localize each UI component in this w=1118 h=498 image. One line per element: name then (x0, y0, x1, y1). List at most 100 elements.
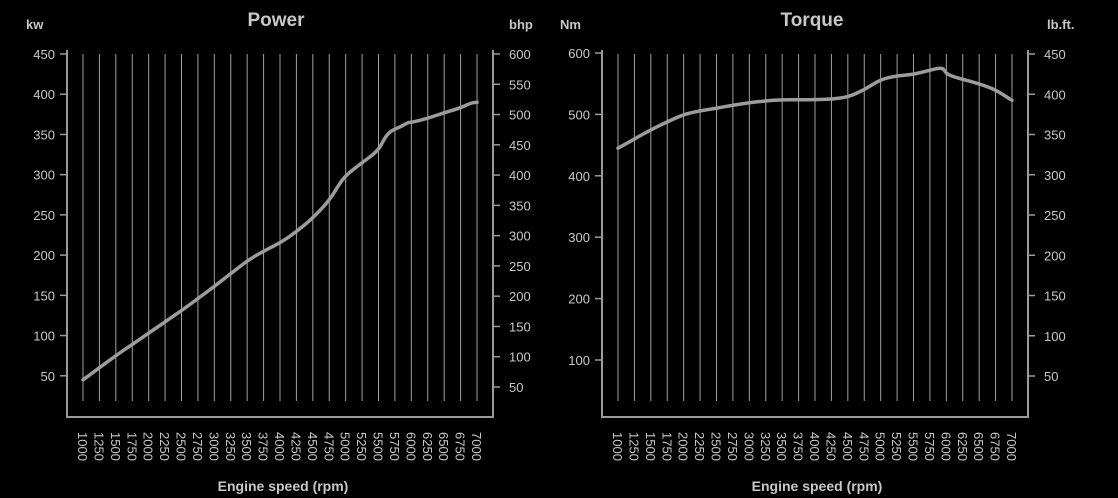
torque-x-tick-label: 2250 (692, 432, 707, 461)
power-y-right-tick-label: 450 (509, 138, 531, 153)
torque-y-left-tick-label: 300 (568, 230, 590, 245)
power-y-right-tick-label: 150 (509, 319, 531, 334)
power-x-tick-label: 1250 (91, 432, 106, 461)
torque-y-left-tick-label: 100 (568, 353, 590, 368)
power-y-right-tick-label: 600 (509, 47, 531, 62)
torque-y-right-tick-label: 350 (1044, 128, 1066, 143)
torque-y-right-tick-label: 150 (1044, 289, 1066, 304)
torque-x-tick-label: 5000 (873, 432, 888, 461)
torque-series-line (616, 66, 1014, 150)
power-x-tick-label: 6500 (436, 432, 451, 461)
torque-y-right-tick-label: 450 (1044, 47, 1066, 62)
power-y-right-tick-label: 400 (509, 168, 531, 183)
torque-y-right-tick-label: 50 (1044, 369, 1058, 384)
power-y-left-tick-label: 150 (33, 288, 55, 303)
power-x-tick-label: 1750 (124, 432, 139, 461)
power-y-left-tick-label: 50 (41, 369, 55, 384)
power-x-tick-label: 5000 (338, 432, 353, 461)
torque-x-tick-label: 5750 (922, 432, 937, 461)
torque-title: Torque (781, 10, 844, 31)
power-series-line (81, 100, 479, 382)
power-x-tick-label: 3500 (239, 432, 254, 461)
power-y-left-tick-label: 350 (33, 127, 55, 142)
power-x-tick-label: 2250 (157, 432, 172, 461)
torque-y-left-unit: Nm (560, 17, 581, 32)
power-y-left-tick-label: 250 (33, 208, 55, 223)
power-x-tick-label: 1500 (108, 432, 123, 461)
torque-y-right-tick-label: 300 (1044, 168, 1066, 183)
torque-y-right-unit: lb.ft. (1047, 17, 1074, 32)
torque-y-right-tick-label: 200 (1044, 248, 1066, 263)
power-y-right-unit: bhp (509, 17, 533, 32)
power-y-right-tick-label: 50 (509, 380, 523, 395)
power-y-right-tick-label: 350 (509, 198, 531, 213)
torque-y-left-tick-label: 400 (568, 169, 590, 184)
torque-x-tick-label: 1750 (659, 432, 674, 461)
torque-x-tick-label: 4000 (807, 432, 822, 461)
torque-x-tick-label: 2500 (709, 432, 724, 461)
torque-x-tick-label: 6750 (988, 432, 1003, 461)
torque-x-tick-label: 3250 (758, 432, 773, 461)
torque-x-tick-label: 3500 (774, 432, 789, 461)
power-x-tick-label: 3750 (256, 432, 271, 461)
power-x-tick-label: 4000 (272, 432, 287, 461)
torque-x-tick-label: 4500 (840, 432, 855, 461)
torque-x-tick-label: 7000 (1004, 432, 1019, 461)
torque-x-tick-label: 4750 (856, 432, 871, 461)
torque-axis-frame (601, 50, 1029, 418)
torque-y-right-tick-label: 100 (1044, 329, 1066, 344)
torque-y-left-tick-label: 200 (568, 292, 590, 307)
torque-chart: Torque Nm lb.ft. Engine speed (rpm) 100 2… (560, 10, 1074, 494)
power-x-tick-label: 6250 (420, 432, 435, 461)
power-y-left-tick-label: 450 (33, 47, 55, 62)
power-y-right-tick-label: 200 (509, 289, 531, 304)
power-y-right-tick-label: 250 (509, 259, 531, 274)
torque-x-tick-label: 2750 (725, 432, 740, 461)
power-x-tick-label: 2500 (174, 432, 189, 461)
power-y-left-unit: kw (26, 17, 44, 32)
torque-x-tick-label: 1250 (626, 432, 641, 461)
torque-plot-area: 100 200 300 400 500 600 50 100 150 200 250 300 350 40… (568, 46, 1065, 461)
torque-x-tick-label: 3750 (791, 432, 806, 461)
power-x-axis-label: Engine speed (rpm) (218, 478, 349, 494)
torque-x-tick-label: 1000 (610, 432, 625, 461)
torque-x-tick-label: 1500 (643, 432, 658, 461)
power-x-tick-label: 3250 (223, 432, 238, 461)
torque-x-tick-label: 4250 (823, 432, 838, 461)
torque-x-tick-label: 6500 (971, 432, 986, 461)
torque-y-left-tick-label: 500 (568, 107, 590, 122)
power-x-tick-label: 2000 (141, 432, 156, 461)
power-x-tick-label: 5250 (354, 432, 369, 461)
torque-x-tick-label: 6000 (938, 432, 953, 461)
power-x-tick-label: 5500 (371, 432, 386, 461)
power-y-right-tick-label: 550 (509, 77, 531, 92)
power-y-left-tick-label: 100 (33, 329, 55, 344)
power-x-tick-label: 5750 (387, 432, 402, 461)
power-y-left-tick-label: 400 (33, 87, 55, 102)
power-y-right-tick-label: 300 (509, 229, 531, 244)
torque-x-tick-label: 3000 (741, 432, 756, 461)
power-y-left-tick-label: 300 (33, 168, 55, 183)
power-x-tick-label: 7000 (469, 432, 484, 461)
power-x-tick-label: 4750 (321, 432, 336, 461)
torque-x-tick-label: 2000 (676, 432, 691, 461)
torque-x-tick-label: 5250 (889, 432, 904, 461)
power-y-right-tick-label: 500 (509, 108, 531, 123)
torque-y-right-tick-label: 400 (1044, 87, 1066, 102)
torque-x-tick-label: 5500 (906, 432, 921, 461)
power-x-tick-label: 4500 (305, 432, 320, 461)
power-chart: Power kw bhp Engine speed (rpm) 50 100 150… (26, 10, 533, 494)
torque-x-axis-label: Engine speed (rpm) (752, 478, 883, 494)
power-x-tick-label: 6000 (403, 432, 418, 461)
power-x-tick-label: 4250 (288, 432, 303, 461)
power-y-left-tick-label: 200 (33, 248, 55, 263)
torque-y-right-tick-label: 250 (1044, 208, 1066, 223)
power-x-tick-label: 3000 (206, 432, 221, 461)
power-axis-frame (66, 50, 494, 418)
power-y-right-tick-label: 100 (509, 350, 531, 365)
power-x-tick-label: 6750 (453, 432, 468, 461)
power-x-tick-label: 1000 (75, 432, 90, 461)
power-plot-area: 50 100 150 200 250 300 350 400 450 50 100 150 200 250… (33, 47, 530, 461)
power-x-tick-label: 2750 (190, 432, 205, 461)
